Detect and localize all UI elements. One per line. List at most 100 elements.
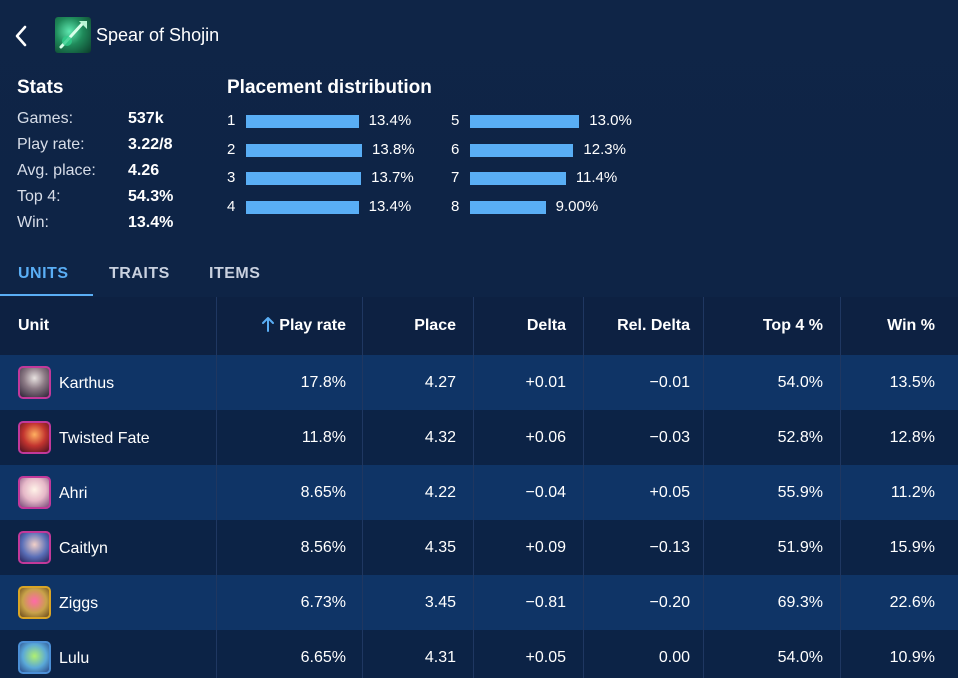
placement-number: 6 [451,140,460,158]
column-header-win[interactable]: Win % [887,317,935,334]
stat-value: 4.26 [128,162,160,179]
table-header: Unit Play rate Place Delta Rel. Delta To… [0,297,958,355]
placement-number: 2 [227,140,236,158]
chevron-left-icon [15,25,27,47]
stat-value: 54.3% [128,188,174,205]
placement-percent: 13.7% [371,169,414,187]
table-row[interactable]: Lulu 6.65% 4.31 +0.05 0.00 54.0% 10.9% [0,630,958,678]
distribution-heading: Placement distribution [227,77,432,98]
karthus-avatar-icon [18,366,51,399]
placement-number: 3 [227,169,236,187]
cell-rel-delta: −0.20 [649,594,690,611]
cell-play-rate: 6.73% [300,594,346,611]
tab-bar: UNITS TRAITS ITEMS [0,262,958,298]
placement-row: 8 9.00% [451,198,661,218]
cell-top4: 52.8% [777,429,823,446]
tab-items[interactable]: ITEMS [209,265,261,282]
placement-row: 2 13.8% [227,141,437,161]
placement-row: 3 13.7% [227,169,437,189]
table-row[interactable]: Ziggs 6.73% 3.45 −0.81 −0.20 69.3% 22.6% [0,575,958,630]
stat-label: Avg. place: [17,162,96,179]
cell-place: 4.31 [424,649,456,666]
lulu-avatar-icon [18,641,51,674]
cell-delta: +0.01 [525,374,566,391]
cell-delta: +0.05 [525,649,566,666]
placement-number: 7 [451,169,460,187]
cell-top4: 55.9% [777,484,823,501]
placement-percent: 13.0% [589,112,632,129]
table-row[interactable]: Twisted Fate 11.8% 4.32 +0.06 −0.03 52.8% 12.8… [0,410,958,465]
unit-name: Ahri [59,485,88,502]
cell-top4: 69.3% [777,594,823,611]
cell-win: 12.8% [889,429,935,446]
table-row[interactable]: Karthus 17.8% 4.27 +0.01 −0.01 54.0% 13.5% [0,355,958,410]
cell-place: 4.35 [424,539,456,556]
cell-win: 10.9% [889,649,935,666]
column-header-play-rate-label: Play rate [279,317,346,334]
placement-number: 4 [227,197,236,215]
back-button[interactable] [10,22,32,50]
placement-row: 1 13.4% [227,112,437,132]
column-divider [703,297,704,678]
column-header-unit[interactable]: Unit [18,317,50,334]
cell-win: 22.6% [889,594,935,611]
unit-name: Ziggs [59,595,99,612]
table-row[interactable]: Ahri 8.65% 4.22 −0.04 +0.05 55.9% 11.2% [0,465,958,520]
placement-bar [470,200,546,214]
stat-value: 537k [128,110,164,127]
placement-row: 4 13.4% [227,198,437,218]
column-header-play-rate[interactable]: Play rate [216,297,346,355]
page-title: Spear of Shojin [96,25,220,45]
ziggs-avatar-icon [18,586,51,619]
unit-name: Twisted Fate [59,430,150,447]
placement-bar [246,143,362,157]
cell-play-rate: 17.8% [300,374,346,391]
stat-value: 13.4% [128,214,174,231]
cell-rel-delta: +0.05 [649,484,690,501]
cell-top4: 51.9% [777,539,823,556]
cell-top4: 54.0% [777,374,823,391]
cell-win: 11.2% [890,484,935,501]
placement-number: 5 [451,112,460,129]
tab-traits[interactable]: TRAITS [109,265,170,282]
placement-percent: 11.4% [575,169,618,187]
table-row[interactable]: Caitlyn 8.56% 4.35 +0.09 −0.13 51.9% 15.9% [0,520,958,575]
placement-bar [470,115,580,128]
placement-row: 6 12.3% [451,141,661,161]
cell-win: 13.5% [889,374,935,391]
cell-play-rate: 8.56% [300,539,346,556]
cell-play-rate: 6.65% [300,649,346,666]
placement-bar [470,143,574,157]
cell-delta: +0.09 [525,539,566,556]
stat-label: Games: [17,110,74,127]
cell-play-rate: 11.8% [301,429,346,446]
cell-rel-delta: 0.00 [658,649,690,666]
placement-row: 7 11.4% [451,169,661,189]
placement-percent: 13.4% [368,112,412,129]
stat-label: Win: [17,214,49,231]
caitlyn-avatar-icon [18,531,51,564]
placement-bar [470,172,566,186]
column-header-top4[interactable]: Top 4 % [762,317,823,334]
tab-units[interactable]: UNITS [18,265,69,282]
column-divider [473,297,474,678]
active-tab-indicator [0,294,93,296]
column-header-delta[interactable]: Delta [526,317,566,334]
placement-percent: 13.8% [372,140,415,158]
placement-number: 1 [227,112,236,129]
cell-place: 3.45 [424,594,456,611]
column-header-place[interactable]: Place [414,317,456,334]
cell-win: 15.9% [889,539,935,556]
cell-play-rate: 8.65% [300,484,346,501]
cell-delta: +0.06 [525,429,566,446]
placement-percent: 9.00% [555,197,599,215]
stat-label: Play rate: [17,136,85,153]
column-divider [362,297,363,678]
cell-rel-delta: −0.13 [649,539,690,556]
cell-place: 4.27 [424,374,456,391]
column-header-rel-delta[interactable]: Rel. Delta [617,317,690,334]
placement-row: 5 13.0% [451,112,661,132]
unit-name: Lulu [59,650,90,667]
stat-label: Top 4: [17,188,61,205]
column-divider [840,297,841,678]
